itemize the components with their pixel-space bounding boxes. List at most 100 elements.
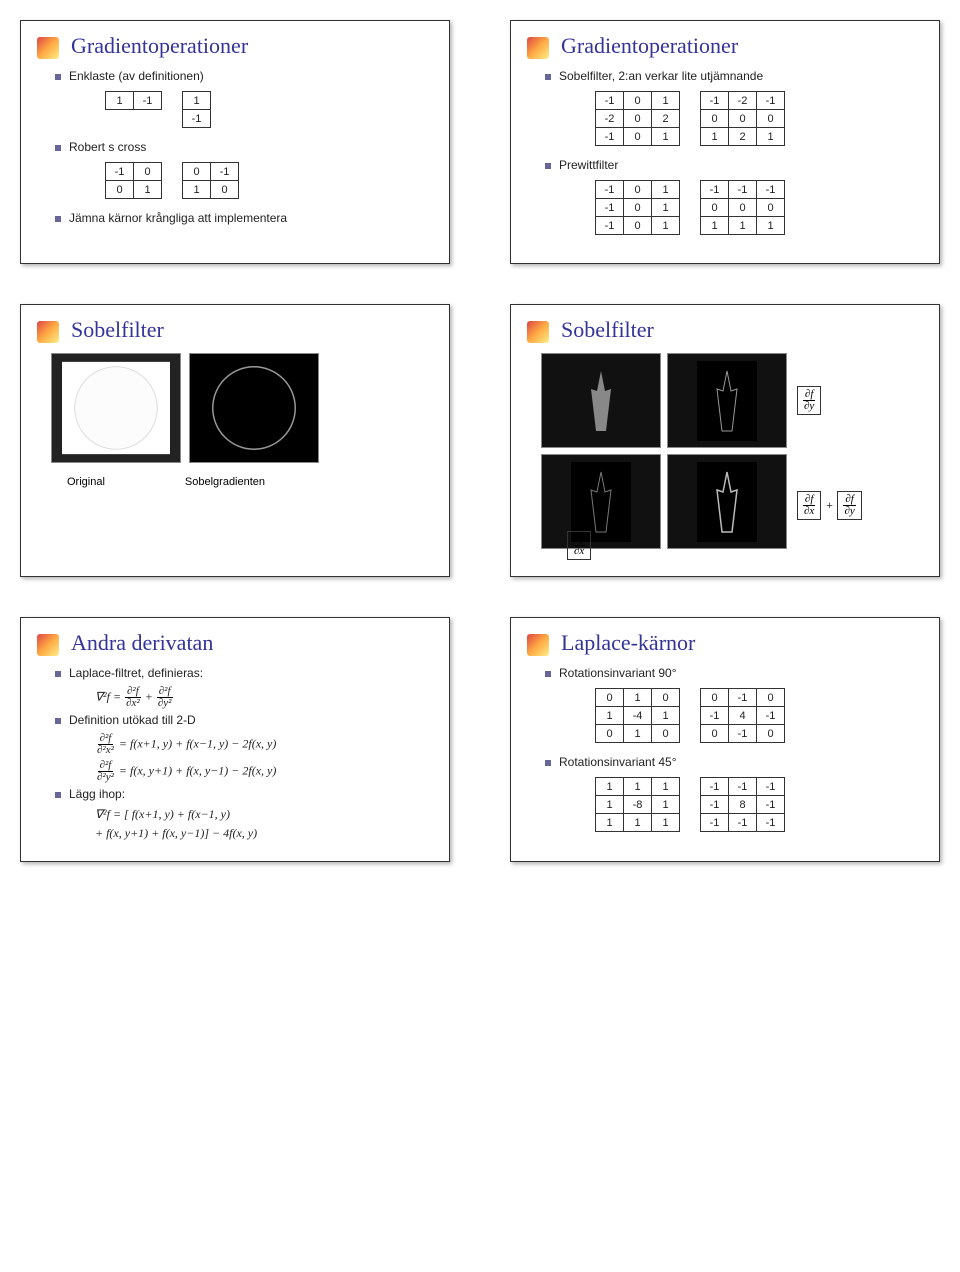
kernel-cell: 0	[701, 110, 729, 128]
kernel-cell: 0	[106, 181, 134, 199]
kernel-cell: 1	[652, 778, 680, 796]
bullet-prewitt: Prewittfilter	[545, 158, 923, 172]
kernel-45a: 1111-81111	[595, 777, 680, 832]
kernel-cell: 1	[652, 707, 680, 725]
kernel-cell: 1	[701, 217, 729, 235]
kernel-cell: -1	[701, 814, 729, 832]
kernel-cell: 0	[624, 199, 652, 217]
eq-d2x: ∂²f∂²x² = f(x+1, y) + f(x−1, y) − 2f(x, …	[95, 733, 433, 756]
slide4-layout: ∂f∂y ∂f∂x + ∂f∂y	[527, 353, 923, 553]
kernel-cell: 1	[652, 217, 680, 235]
kernel-horiz: 1-1	[105, 91, 162, 110]
slide-laplace-kernels: Laplace-kärnor Rotationsinvariant 90° 01…	[510, 617, 940, 862]
kernel-cell: -1	[757, 814, 785, 832]
kernel-cell: -1	[701, 778, 729, 796]
kernel-cell: -1	[106, 163, 134, 181]
img-statue-dx	[541, 454, 661, 549]
eq-combined-1: ∇²f = [ f(x+1, y) + f(x−1, y)	[95, 807, 433, 822]
kernel-cell: -1	[757, 778, 785, 796]
kernel-cell: 0	[652, 725, 680, 743]
kernel-cell: 1	[106, 92, 134, 110]
kernel-cell: 1	[596, 778, 624, 796]
kernel-cell: -1	[596, 217, 624, 235]
bullet-sobel: Sobelfilter, 2:an verkar lite utjämnande	[545, 69, 923, 83]
image-grid	[541, 353, 787, 549]
kernel-cell: -1	[729, 778, 757, 796]
kernel-prewitt-x: -101-101-101	[595, 180, 680, 235]
slide-body: Rotationsinvariant 90° 0101-41010 0-10-1…	[527, 666, 923, 840]
kernel-cell: 1	[134, 181, 162, 199]
kernel-cell: 1	[652, 814, 680, 832]
kernel-cell: 0	[624, 92, 652, 110]
slide-title: Laplace-kärnor	[527, 630, 923, 656]
bullet-laplace-def: Laplace-filtret, definieras:	[55, 666, 433, 680]
kernel-cell: 0	[729, 199, 757, 217]
kernel-cell: -1	[701, 92, 729, 110]
kernel-cell: -1	[701, 796, 729, 814]
kernel-cell: 0	[701, 689, 729, 707]
bullet-roberts: Robert s cross	[55, 140, 433, 154]
slide-gradient-ops-1: Gradientoperationer Enklaste (av definit…	[20, 20, 450, 264]
kernel-45b: -1-1-1-18-1-1-1-1	[700, 777, 785, 832]
kernel-cell: 0	[183, 163, 211, 181]
kernel-cell: -2	[729, 92, 757, 110]
img-statue-orig	[541, 353, 661, 448]
kernel-cell: -1	[729, 689, 757, 707]
eq-d2y: ∂²f∂²y² = f(x, y+1) + f(x, y−1) − 2f(x, …	[95, 760, 433, 783]
kernel-sobel-y: -1-2-1000121	[700, 91, 785, 146]
math-dx: ∂f∂x	[567, 531, 591, 560]
kernel-cell: -2	[596, 110, 624, 128]
slide-body: Sobelfilter, 2:an verkar lite utjämnande…	[527, 69, 923, 243]
kernel-rob2: 0-110	[182, 162, 239, 199]
kernel-cell: 1	[701, 128, 729, 146]
image-pair	[51, 353, 433, 468]
kernel-cell: 0	[134, 163, 162, 181]
slide-title: Gradientoperationer	[37, 33, 433, 59]
kernel-cell: -1	[596, 199, 624, 217]
kernel-cell: 1	[596, 814, 624, 832]
kernel-cell: 8	[729, 796, 757, 814]
kernel-cell: 0	[596, 725, 624, 743]
slide-sobelfilter-1: Sobelfilter Original Sobelgradienten	[20, 304, 450, 577]
sobel-gradient-image	[189, 353, 319, 468]
kernel-row: 0101-41010 0-10-14-10-10	[585, 686, 923, 751]
kernel-cell: -1	[701, 181, 729, 199]
kernel-cell: 1	[624, 778, 652, 796]
math-dy: ∂f∂y	[797, 386, 821, 415]
kernel-cell: -1	[757, 707, 785, 725]
math-dx-2: ∂f∂x	[797, 491, 821, 520]
kernel-cell: -1	[596, 181, 624, 199]
kernel-cell: 1	[729, 217, 757, 235]
slide-grid: Gradientoperationer Enklaste (av definit…	[20, 20, 940, 862]
slide-title: Gradientoperationer	[527, 33, 923, 59]
kernel-cell: -1	[701, 707, 729, 725]
kernel-cell: 2	[652, 110, 680, 128]
slide-second-deriv: Andra derivatan Laplace-filtret, definie…	[20, 617, 450, 862]
kernel-cell: 0	[624, 217, 652, 235]
kernel-cell: -1	[729, 725, 757, 743]
slide-title: Sobelfilter	[527, 317, 923, 343]
kernel-row: 1-1 1-1	[95, 89, 433, 136]
kernel-vert: 1-1	[182, 91, 211, 128]
math-dy-2: ∂f∂y	[837, 491, 861, 520]
kernel-cell: 0	[757, 725, 785, 743]
kernel-cell: -1	[596, 128, 624, 146]
kernel-cell: -1	[596, 92, 624, 110]
kernel-cell: 0	[729, 110, 757, 128]
kernel-cell: 4	[729, 707, 757, 725]
kernel-cell: 1	[596, 796, 624, 814]
kernel-rob1: -1001	[105, 162, 162, 199]
kernel-cell: -1	[757, 181, 785, 199]
kernel-cell: -1	[729, 181, 757, 199]
slide-title: Sobelfilter	[37, 317, 433, 343]
kernel-cell: 1	[652, 128, 680, 146]
kernel-cell: 2	[729, 128, 757, 146]
kernel-90b: 0-10-14-10-10	[700, 688, 785, 743]
kernel-cell: 0	[701, 199, 729, 217]
kernel-cell: -1	[183, 110, 211, 128]
slide-gradient-ops-2: Gradientoperationer Sobelfilter, 2:an ve…	[510, 20, 940, 264]
kernel-row: -101-202-101 -1-2-1000121	[585, 89, 923, 154]
kernel-cell: -8	[624, 796, 652, 814]
kernel-cell: 0	[757, 199, 785, 217]
kernel-cell: 0	[596, 689, 624, 707]
